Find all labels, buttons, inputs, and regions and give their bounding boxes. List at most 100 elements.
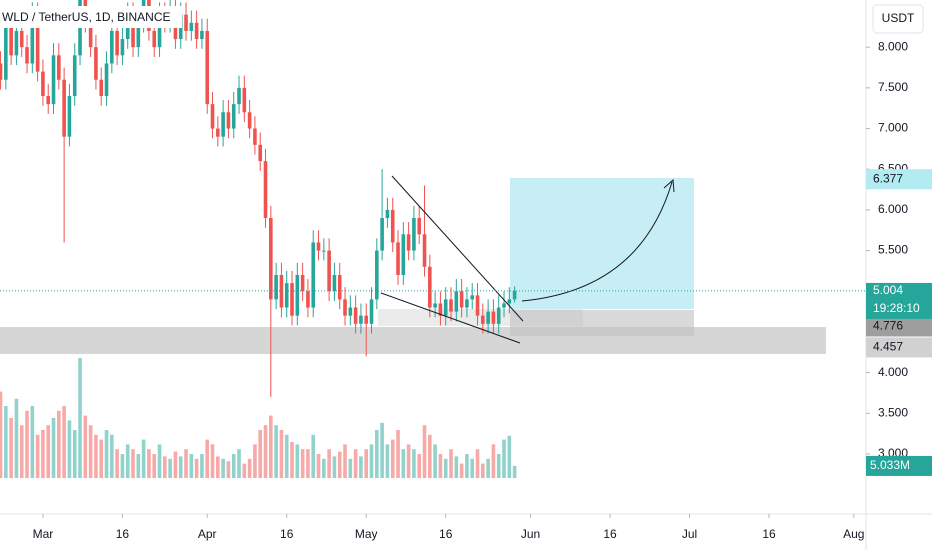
candle-body	[279, 274, 284, 308]
candle-body	[465, 299, 469, 308]
candle-body	[438, 303, 443, 316]
volume-bar	[141, 439, 146, 478]
candle-body	[390, 209, 395, 243]
candle-body	[353, 307, 358, 324]
volume-bar	[115, 449, 119, 478]
volume-bar	[99, 439, 104, 478]
candle-body	[269, 218, 273, 300]
candle-body	[422, 234, 427, 267]
volume-bar	[459, 463, 464, 478]
volume-bar	[120, 454, 125, 478]
candle-body	[311, 242, 316, 308]
drawings	[380, 175, 675, 344]
y-tick-label: 6.000	[878, 202, 908, 216]
volume-bar	[231, 454, 236, 478]
volume-bar	[83, 415, 88, 478]
candle-body	[428, 266, 432, 308]
candle-body	[380, 218, 384, 251]
candle-body	[88, 22, 93, 48]
volume-bar	[306, 449, 310, 478]
candle-body	[449, 299, 453, 312]
candle-body	[454, 291, 459, 312]
volume-bar	[110, 434, 114, 478]
volume-bar	[327, 449, 331, 478]
candle-body	[115, 30, 119, 56]
volume-bar	[481, 463, 485, 478]
candle-body	[72, 55, 77, 96]
candle-body	[332, 274, 337, 292]
countdown: 19:28:10	[873, 301, 920, 315]
candle-body	[62, 79, 66, 137]
candle-body	[57, 55, 61, 80]
volume-bar	[152, 454, 157, 478]
volume-bar	[412, 449, 416, 478]
candle-body	[120, 39, 125, 56]
volume-bar	[157, 444, 162, 478]
target-zone	[510, 178, 694, 309]
volume-bar	[147, 449, 151, 478]
candle-body	[284, 283, 289, 308]
candle-body	[157, 14, 162, 48]
candle-body	[274, 274, 278, 300]
volume-bar	[380, 422, 384, 478]
volume-bar	[226, 461, 231, 478]
currency-button[interactable]	[872, 4, 924, 34]
volume-bar	[200, 454, 204, 478]
candle-body	[459, 291, 464, 308]
volume-bar	[216, 456, 220, 478]
candle-body	[496, 307, 501, 324]
candle-body	[348, 307, 353, 316]
volume-bar	[385, 444, 390, 478]
annotations	[0, 178, 826, 354]
volume-bar	[62, 406, 66, 478]
volume-bar	[443, 458, 448, 478]
volume-bar	[221, 458, 225, 478]
volume-bar	[178, 456, 183, 478]
volume-bar	[337, 451, 342, 478]
volume-bar	[25, 410, 29, 478]
volume-bar	[279, 430, 284, 478]
candle-body	[136, 22, 141, 48]
candle-body	[237, 87, 241, 105]
candle-body	[210, 104, 215, 129]
candle-body	[4, 22, 8, 80]
volume-bar	[417, 454, 422, 478]
title-bg	[0, 6, 182, 28]
volume-bar	[343, 444, 347, 478]
candle-body	[306, 291, 310, 308]
currency-button-label[interactable]: USDT	[882, 11, 915, 25]
candle-body	[385, 209, 390, 219]
candle-body	[25, 47, 29, 64]
volume-bar	[428, 434, 432, 478]
candle-body	[396, 242, 400, 275]
volume-bar	[284, 434, 289, 478]
volume-bar	[332, 456, 337, 478]
volume-bar	[67, 420, 72, 478]
volume-bar	[300, 449, 305, 478]
candle-body	[46, 96, 51, 105]
volume-bar	[311, 434, 316, 478]
candle-body	[35, 14, 40, 72]
candle-body	[231, 104, 236, 129]
stop-zone	[510, 310, 694, 336]
candle-body	[401, 234, 406, 275]
volume-bar	[210, 444, 215, 478]
volume-bar	[51, 418, 56, 478]
candle-body	[184, 14, 188, 31]
volume-bar	[263, 425, 268, 478]
volume-bar	[247, 458, 252, 478]
candle-body	[189, 22, 194, 31]
volume-bar	[94, 434, 98, 478]
volume-bar	[194, 458, 199, 478]
candle-body	[226, 112, 231, 129]
volume-bar	[189, 454, 194, 478]
volume-bar	[163, 456, 167, 478]
x-tick-label: Aug	[843, 527, 864, 541]
candle-body	[369, 299, 374, 324]
volume-marker-label: 5.033M	[870, 458, 910, 472]
candle-body	[343, 299, 347, 316]
volume-bar	[316, 454, 321, 478]
volume-bar	[390, 439, 395, 478]
candle-body	[502, 303, 506, 308]
volume-bar	[205, 439, 210, 478]
